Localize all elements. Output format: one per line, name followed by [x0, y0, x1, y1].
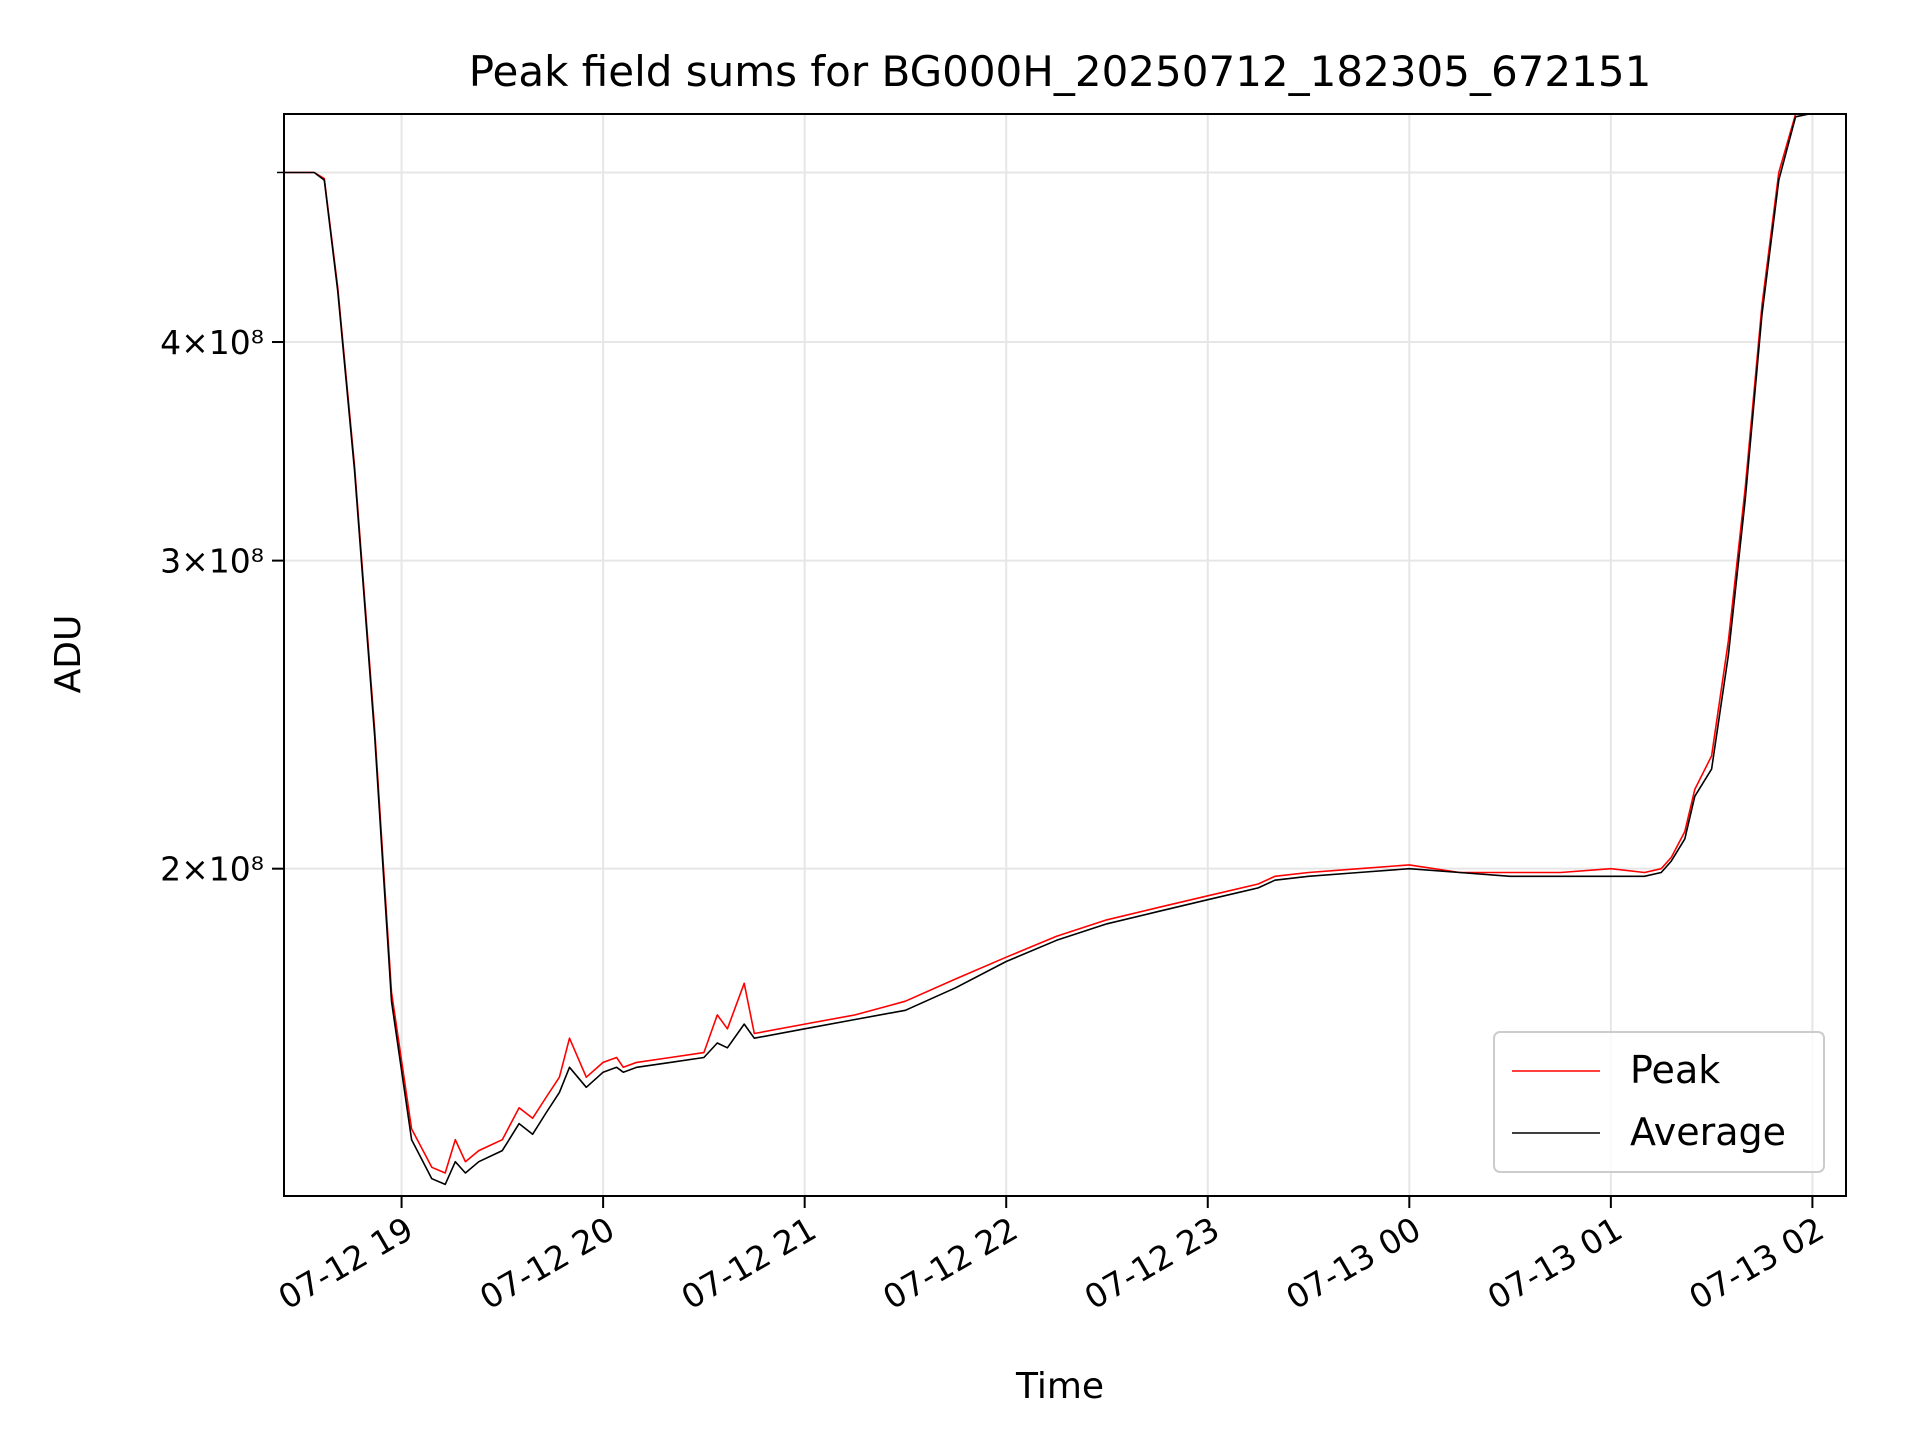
series-line-average: [284, 113, 1846, 1186]
chart-title: Peak field sums for BG000H_20250712_1823…: [469, 47, 1652, 96]
y-tick-label: 3×10⁸: [160, 542, 264, 581]
grid: [284, 114, 1846, 1196]
legend: Peak Average: [1493, 1031, 1825, 1173]
y-tick-label: 2×10⁸: [160, 850, 264, 889]
x-axis-label: Time: [1015, 1366, 1104, 1407]
legend-label-peak: Peak: [1630, 1048, 1720, 1092]
series-lines: [284, 113, 1846, 1186]
plot-frame: [283, 113, 1847, 1197]
y-axis-label: ADU: [48, 615, 89, 694]
legend-label-average: Average: [1630, 1110, 1786, 1154]
legend-frame: [1493, 1031, 1825, 1173]
series-line-peak: [284, 113, 1846, 1174]
y-tick-label: 4×10⁸: [160, 323, 264, 362]
